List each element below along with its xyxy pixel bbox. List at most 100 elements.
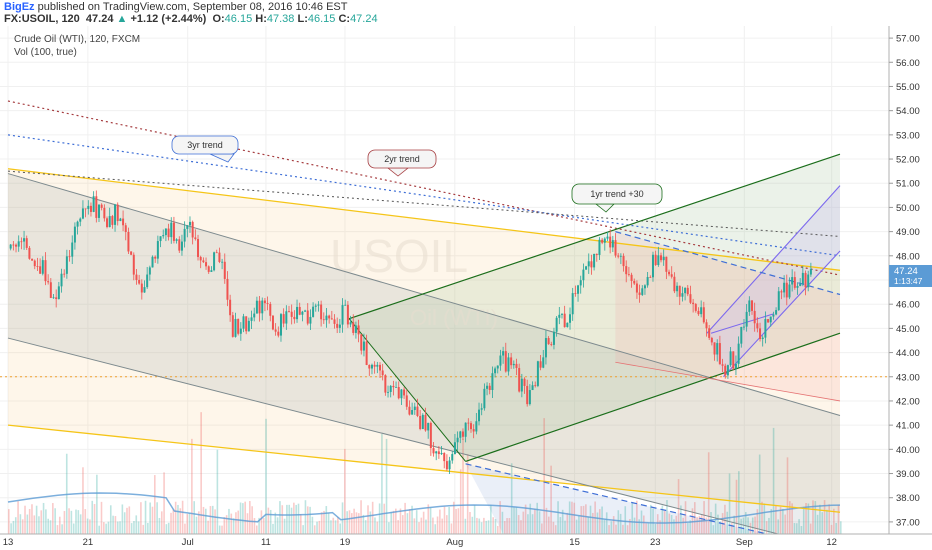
candle-body — [111, 216, 114, 225]
annotation-3yr[interactable]: 3yr trend — [171, 135, 239, 163]
annotation-bubble — [367, 149, 437, 169]
volume-bar — [406, 513, 409, 534]
volume-bar — [142, 524, 145, 534]
candle-body — [41, 260, 44, 274]
candle-body — [17, 241, 20, 247]
volume-bar — [833, 508, 835, 534]
volume-bar — [680, 505, 682, 534]
legend: Crude Oil (WTI), 120, FXCM Vol (100, tru… — [14, 34, 140, 58]
volume-bar — [133, 521, 135, 534]
volume-bar — [137, 521, 140, 534]
candle-body — [352, 322, 355, 333]
candlesticks — [9, 190, 812, 475]
candle-body — [705, 322, 708, 329]
volume-bar — [75, 509, 77, 534]
drawing-lines[interactable] — [0, 100, 889, 541]
candle-body — [379, 364, 382, 371]
volume-bar — [649, 504, 652, 534]
candle-body — [269, 304, 272, 316]
volume-bar — [42, 502, 45, 534]
volume-bar — [249, 501, 251, 534]
candle-body — [338, 324, 341, 328]
volume-bar — [510, 463, 513, 534]
last-price-badge-bg — [889, 265, 932, 287]
volume-bar — [515, 507, 518, 534]
annotation-1yr[interactable]: 1yr trend +30 — [571, 183, 663, 213]
volume-bar — [72, 523, 75, 534]
candle-body — [186, 225, 189, 229]
volume-bar — [543, 418, 545, 534]
candle-body — [456, 437, 459, 443]
candle-body — [783, 282, 786, 293]
volume-bar — [293, 502, 295, 534]
volume-bar — [309, 506, 311, 534]
volume-bar — [777, 519, 780, 534]
volume-bar — [559, 517, 562, 534]
bar-countdown: 1:13:47 — [894, 276, 923, 286]
volume-bar — [341, 502, 344, 534]
candle-body — [416, 406, 419, 416]
volume-bar — [242, 503, 244, 534]
volume-bar — [700, 514, 703, 534]
volume-bar — [283, 518, 286, 534]
volume-bar — [112, 515, 114, 534]
volume-bar — [422, 511, 425, 534]
candle-body — [767, 319, 770, 323]
candle-body — [188, 221, 191, 226]
quote-line: FX:USOIL, 120 47.24 ▲ +1.12 (+2.44%) O:4… — [4, 13, 378, 25]
candle-body — [298, 306, 301, 315]
author-link[interactable]: BigEz — [4, 1, 35, 13]
volume-bar — [302, 525, 304, 534]
candle-body — [325, 315, 328, 321]
annotation-2yr[interactable]: 2yr trend — [367, 149, 437, 177]
candle-body — [641, 288, 644, 295]
candle-body — [759, 328, 762, 340]
candle-body — [617, 255, 620, 257]
candle-body — [668, 271, 671, 275]
volume-bar — [316, 521, 318, 534]
time-axis[interactable]: 13 21 Jul 11 19 Aug 15 23 Sep 12 — [3, 537, 837, 548]
volume-bar — [568, 501, 571, 534]
volume-bar — [501, 511, 504, 534]
volume-bar — [837, 504, 840, 534]
volume-bar — [376, 521, 379, 534]
volume-bar — [177, 504, 179, 534]
gray-channel-fill — [8, 173, 840, 534]
candle-body — [250, 317, 253, 321]
candle-body — [282, 314, 285, 324]
volume-bar — [58, 516, 61, 534]
candle-body — [555, 317, 558, 332]
volume-bar — [156, 502, 158, 534]
volume-bar — [580, 506, 583, 534]
volume-bar — [615, 524, 617, 534]
gray-channel-upper — [7, 173, 841, 416]
pitchfork-base — [710, 313, 774, 334]
volume-bar — [288, 504, 291, 534]
candle-body — [36, 266, 39, 267]
volume-bar — [506, 518, 508, 534]
candle-body — [162, 235, 165, 237]
volume-bar — [93, 504, 96, 534]
blue-dashed-lower — [465, 463, 770, 534]
candle-body — [202, 260, 205, 263]
candle-body — [601, 239, 604, 243]
volume-bar — [821, 512, 824, 534]
candle-body — [288, 311, 291, 313]
candle-body — [146, 274, 149, 288]
volume-bar — [610, 521, 613, 534]
candle-body — [654, 254, 657, 265]
volume-bar — [96, 474, 98, 534]
volume-bar — [258, 517, 260, 534]
trend-annotations[interactable]: 3yr trend 2yr trend 1yr trend +30 — [171, 135, 663, 213]
volume-bar — [478, 518, 481, 534]
candle-body — [119, 218, 122, 222]
volume-bar — [647, 523, 650, 534]
volume-bar — [40, 510, 43, 534]
volume-bar — [770, 509, 773, 534]
candle-body — [713, 342, 716, 355]
candle-body — [354, 325, 357, 333]
candle-body — [769, 316, 772, 323]
volume-bar — [253, 518, 256, 534]
price-tick-label: 43.00 — [896, 372, 920, 383]
